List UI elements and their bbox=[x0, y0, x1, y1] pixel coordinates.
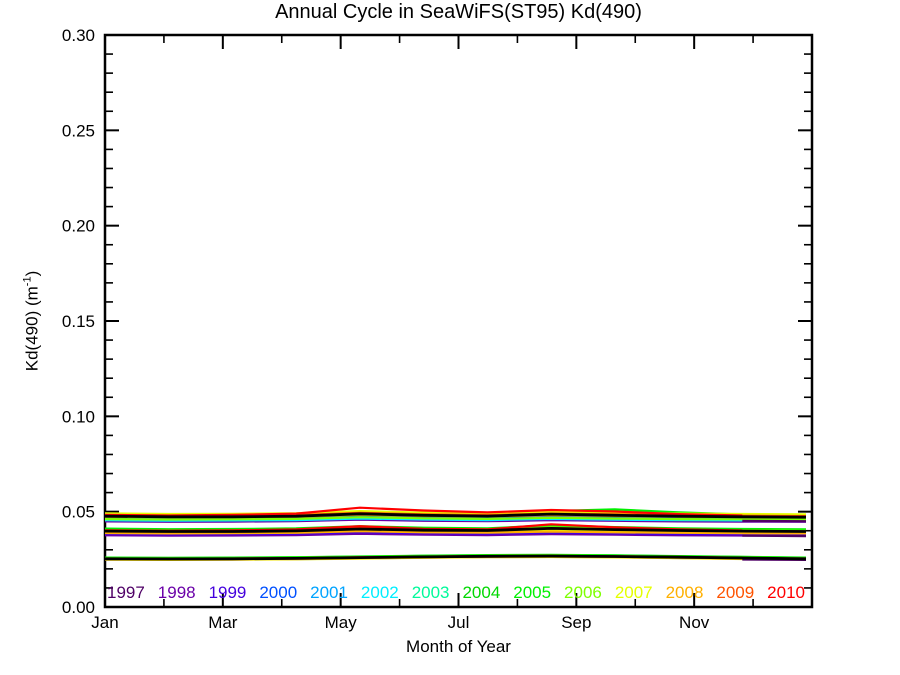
mean-line-middle-cluster bbox=[104, 527, 807, 533]
legend-year-2004: 2004 bbox=[462, 583, 501, 602]
y-axis-label-main: Kd(490) (m bbox=[22, 286, 42, 372]
series-line-upper-cluster-2010 bbox=[104, 506, 743, 517]
legend-year-2005: 2005 bbox=[513, 583, 552, 602]
x-tick-label: Sep bbox=[561, 613, 591, 632]
legend-year-2003: 2003 bbox=[411, 583, 450, 602]
legend-year-1998: 1998 bbox=[157, 583, 196, 602]
x-tick-label: Jan bbox=[91, 613, 118, 632]
legend-year-1999: 1999 bbox=[208, 583, 247, 602]
legend-year-2002: 2002 bbox=[360, 583, 399, 602]
legend-year-2006: 2006 bbox=[564, 583, 602, 602]
series-line-middle-cluster-2008 bbox=[104, 529, 807, 535]
mean-line-lower-cluster bbox=[104, 554, 807, 561]
legend-year-2010: 2010 bbox=[767, 583, 805, 602]
x-tick-label: Jul bbox=[448, 613, 470, 632]
y-axis-label-close: ) bbox=[22, 270, 42, 277]
y-tick-label: 0.00 bbox=[62, 598, 95, 617]
legend-year-2001: 2001 bbox=[310, 583, 348, 602]
mean-line-upper-cluster bbox=[104, 512, 807, 519]
series-line-upper-cluster-2006 bbox=[104, 516, 807, 521]
legend-year-2007: 2007 bbox=[614, 583, 653, 602]
y-tick-label: 0.15 bbox=[62, 312, 95, 331]
y-axis-label: Kd(490) (m-1) bbox=[22, 271, 43, 371]
year-legend: 1997 1998 1999 2000 2001 2002 2003 2004 2005 2006… bbox=[107, 583, 805, 603]
legend-year-2000: 2000 bbox=[259, 583, 298, 602]
y-tick-label: 0.20 bbox=[62, 217, 95, 236]
x-axis-label: Month of Year bbox=[406, 637, 511, 656]
x-tick-label: Mar bbox=[208, 613, 238, 632]
y-axis-label-superscript: -1 bbox=[21, 276, 34, 287]
x-tick-label: May bbox=[325, 613, 358, 632]
y-tick-label: 0.30 bbox=[62, 26, 95, 45]
legend-year-2008: 2008 bbox=[665, 583, 704, 602]
series-line-upper-cluster-1998 bbox=[104, 518, 807, 523]
y-tick-label: 0.25 bbox=[62, 121, 95, 140]
series-line-middle-cluster-1998 bbox=[104, 532, 807, 537]
legend-year-1997: 1997 bbox=[107, 583, 145, 602]
y-tick-label: 0.10 bbox=[62, 407, 95, 426]
x-tick-label: Nov bbox=[679, 613, 710, 632]
y-tick-label: 0.05 bbox=[62, 503, 95, 522]
legend-year-2009: 2009 bbox=[716, 583, 755, 602]
chart-title: Annual Cycle in SeaWiFS(ST95) Kd(490) bbox=[275, 1, 642, 23]
series-line-upper-cluster-2002 bbox=[104, 517, 807, 522]
